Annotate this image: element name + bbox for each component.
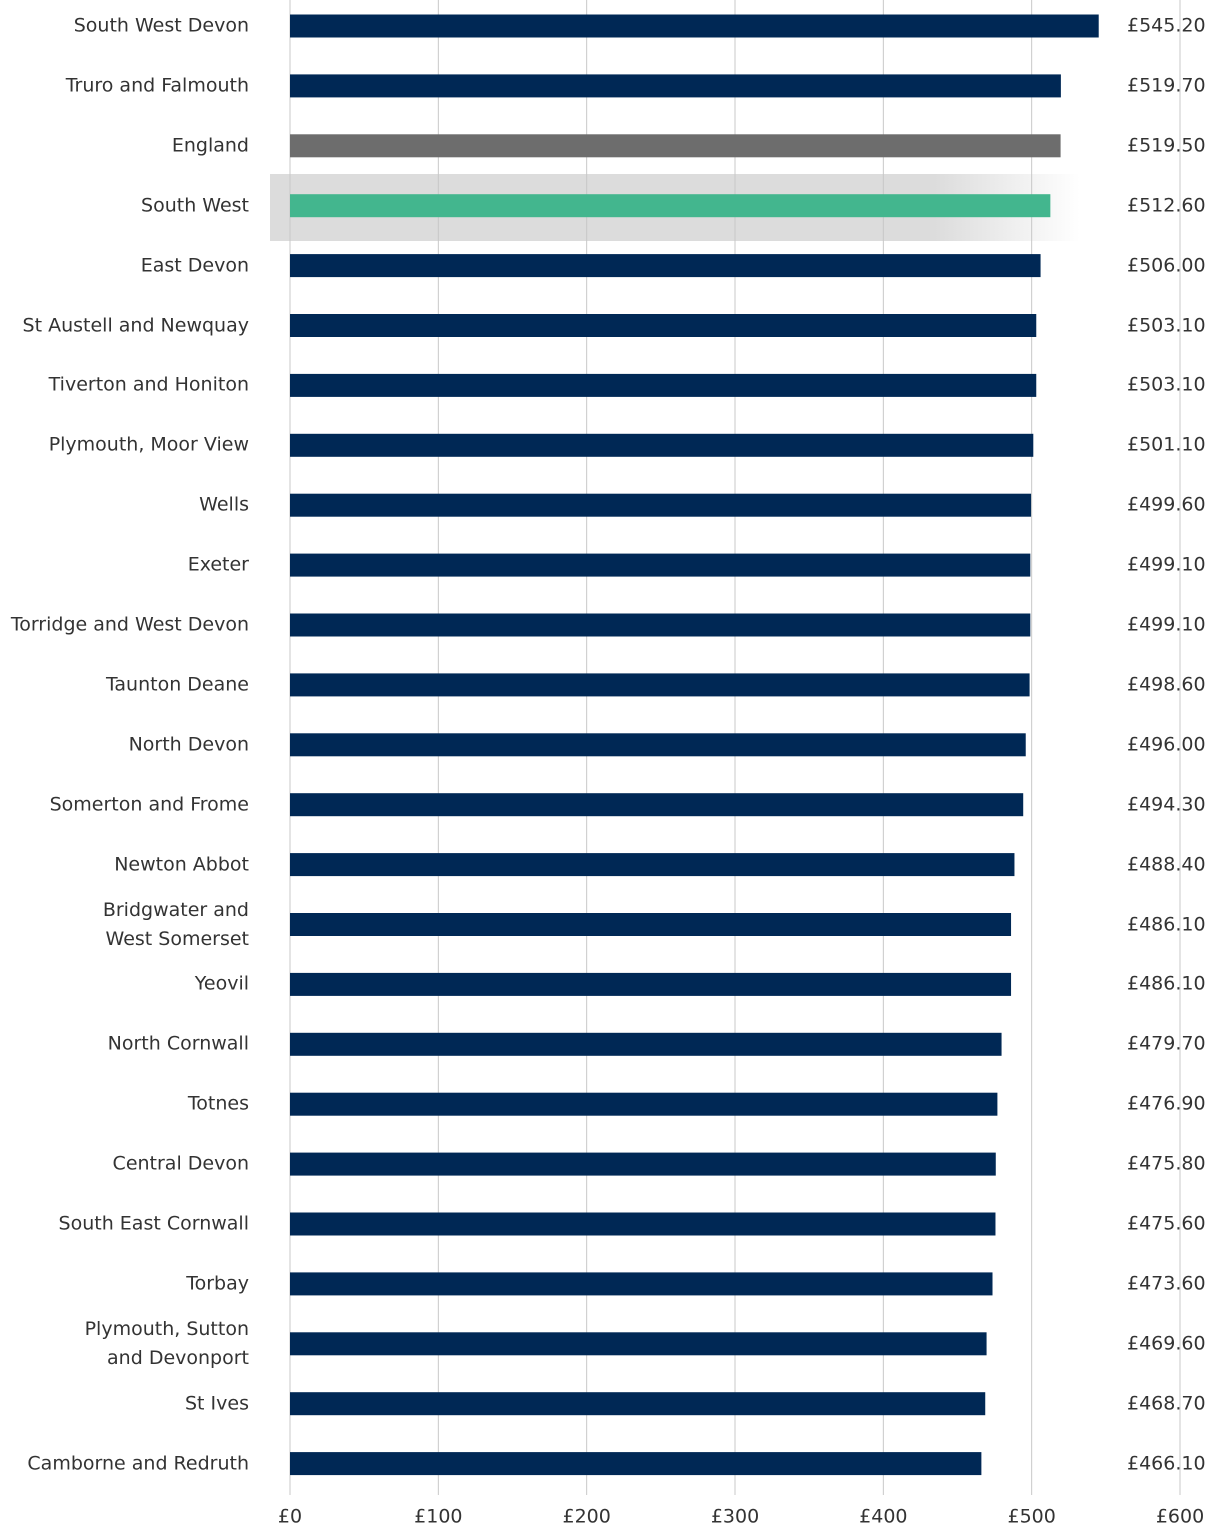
bar xyxy=(290,972,1012,996)
bar xyxy=(290,853,1015,877)
bar xyxy=(290,493,1032,517)
category-label: North Devon xyxy=(128,733,249,756)
category-label: South West Devon xyxy=(73,14,249,37)
bar xyxy=(290,373,1037,397)
category-label: Torridge and West Devon xyxy=(10,613,249,636)
category-label: Plymouth, Moor View xyxy=(48,433,249,456)
value-label: £501.10 xyxy=(1127,433,1206,456)
category-label: Totnes xyxy=(187,1092,249,1115)
bar xyxy=(290,433,1034,457)
category-label: Somerton and Frome xyxy=(49,793,249,816)
bar xyxy=(290,1032,1002,1056)
bar xyxy=(290,194,1051,218)
value-label: £486.10 xyxy=(1127,972,1206,995)
value-label: £506.00 xyxy=(1127,254,1206,277)
category-label: Tiverton and Honiton xyxy=(48,373,249,396)
category-label: Truro and Falmouth xyxy=(65,74,249,97)
value-label: £503.10 xyxy=(1127,314,1206,336)
value-label: £475.80 xyxy=(1127,1152,1206,1175)
x-tick-label: £100 xyxy=(414,1505,463,1528)
bar xyxy=(290,134,1061,158)
bar xyxy=(290,913,1012,936)
value-label: £498.60 xyxy=(1127,673,1206,696)
category-label: Camborne and Redruth xyxy=(27,1452,249,1475)
value-label: £499.10 xyxy=(1127,553,1206,576)
bar xyxy=(290,1212,996,1236)
bar xyxy=(290,1272,993,1296)
category-label: St Austell and Newquay xyxy=(22,314,249,336)
bar xyxy=(290,254,1041,278)
category-label: Newton Abbot xyxy=(114,853,249,876)
category-label: Torbay xyxy=(186,1272,249,1295)
category-label: Bridgwater and West Somerset xyxy=(102,898,249,950)
category-label: Yeovil xyxy=(194,972,249,995)
value-label: £519.70 xyxy=(1127,74,1206,97)
value-label: £473.60 xyxy=(1127,1272,1206,1295)
bar xyxy=(290,1092,998,1116)
x-tick-label: £500 xyxy=(1007,1505,1056,1528)
x-tick-label: £600 xyxy=(1155,1505,1205,1528)
bar xyxy=(290,553,1031,577)
x-tick-label: £200 xyxy=(562,1505,611,1528)
bar xyxy=(290,1392,986,1416)
value-label: £499.10 xyxy=(1127,613,1206,636)
category-label: Plymouth, Sutton and Devonport xyxy=(84,1317,249,1369)
category-label: Taunton Deane xyxy=(105,673,249,696)
value-label: £496.00 xyxy=(1127,733,1206,756)
value-label: £488.40 xyxy=(1127,853,1206,876)
value-label: £475.60 xyxy=(1127,1212,1206,1235)
x-tick-label: £300 xyxy=(710,1505,760,1528)
value-label: £503.10 xyxy=(1127,373,1206,396)
x-tick-label: £0 xyxy=(277,1505,303,1528)
value-label: £519.50 xyxy=(1127,134,1206,157)
category-label: Central Devon xyxy=(112,1152,249,1175)
value-label: £469.60 xyxy=(1127,1332,1206,1355)
bar xyxy=(290,673,1030,697)
value-label: £476.90 xyxy=(1127,1092,1206,1115)
category-label: England xyxy=(171,134,249,157)
value-label: £499.60 xyxy=(1127,493,1206,516)
category-label: South East Cornwall xyxy=(58,1212,249,1235)
bar xyxy=(290,1452,982,1476)
value-label: £479.70 xyxy=(1127,1032,1206,1055)
bar xyxy=(290,1152,996,1176)
category-label: St Ives xyxy=(185,1392,249,1415)
x-tick-label: £400 xyxy=(859,1505,908,1528)
bar xyxy=(290,733,1026,757)
category-label: South West xyxy=(141,194,249,217)
bar xyxy=(290,613,1031,637)
bar xyxy=(290,1332,987,1356)
bar xyxy=(290,14,1099,38)
category-label: Exeter xyxy=(187,553,249,576)
value-label: £545.20 xyxy=(1127,14,1206,37)
bar xyxy=(290,314,1037,337)
category-label: East Devon xyxy=(140,254,249,277)
value-label: £468.70 xyxy=(1127,1392,1206,1415)
value-label: £512.60 xyxy=(1127,194,1206,217)
category-label: North Cornwall xyxy=(107,1032,249,1055)
category-label: Wells xyxy=(199,493,249,516)
value-label: £486.10 xyxy=(1127,913,1206,935)
value-label: £494.30 xyxy=(1127,793,1206,816)
value-label: £466.10 xyxy=(1127,1452,1206,1475)
bar xyxy=(290,793,1024,817)
bar xyxy=(290,74,1061,98)
